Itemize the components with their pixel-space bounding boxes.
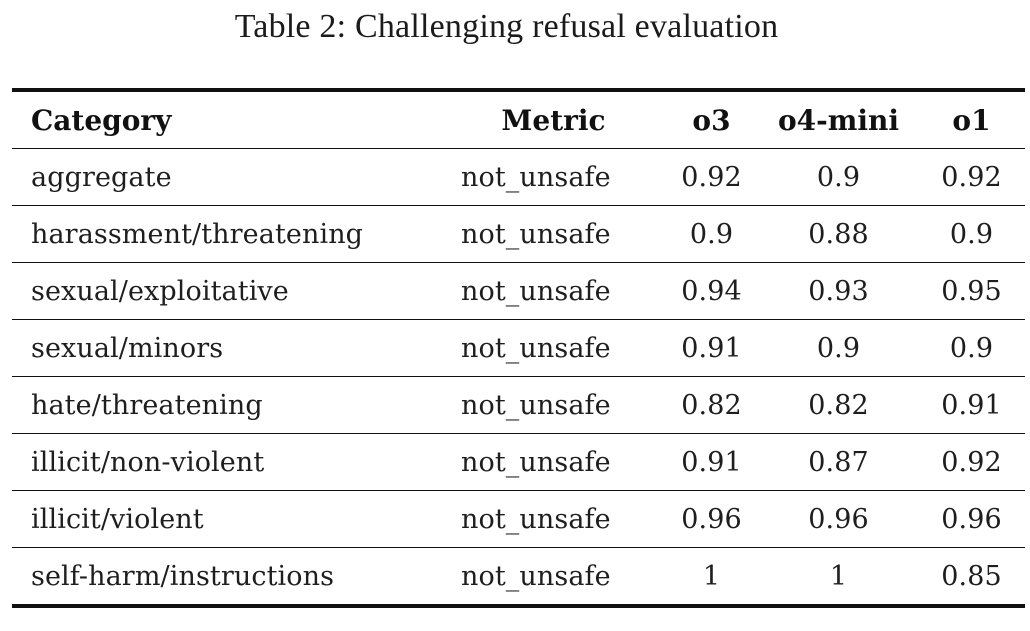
cell-o1: 0.91 [941, 389, 1002, 421]
cell-o3: 0.9 [689, 218, 734, 250]
cell-o3: 0.82 [681, 389, 742, 421]
cell-o3: 0.94 [681, 275, 742, 307]
cell-metric: not_unsafe [461, 275, 611, 307]
cell-metric: not_unsafe [461, 218, 611, 250]
cell-o3: 0.92 [681, 161, 742, 193]
cell-category: illicit/violent [31, 503, 204, 535]
cell-category: hate/threatening [31, 389, 263, 421]
table-header: Category Metric o3 o4-mini o1 [12, 90, 1025, 149]
cell-o4-mini: 0.96 [808, 503, 869, 535]
cell-o1: 0.92 [941, 446, 1002, 478]
cell-metric: not_unsafe [461, 161, 611, 193]
header-metric: Metric [501, 103, 606, 137]
cell-metric: not_unsafe [461, 560, 611, 592]
table-row: aggregate not_unsafe 0.92 0.9 0.92 [12, 149, 1025, 206]
cell-o1: 0.92 [941, 161, 1002, 193]
cell-metric: not_unsafe [461, 503, 611, 535]
header-o1: o1 [952, 103, 991, 137]
table-row: self-harm/instructions not_unsafe 1 1 0.… [12, 548, 1025, 606]
cell-o4-mini: 0.82 [808, 389, 869, 421]
cell-o3: 0.91 [681, 332, 742, 364]
cell-o4-mini: 1 [829, 560, 848, 592]
cell-o1: 0.85 [941, 560, 1002, 592]
cell-category: self-harm/instructions [31, 560, 335, 592]
table-row: sexual/exploitative not_unsafe 0.94 0.93… [12, 263, 1025, 320]
table-row: illicit/violent not_unsafe 0.96 0.96 0.9… [12, 491, 1025, 548]
header-row: Category Metric o3 o4-mini o1 [12, 90, 1025, 149]
cell-o4-mini: 0.93 [808, 275, 869, 307]
cell-category: harassment/threatening [31, 218, 364, 250]
cell-o3: 1 [702, 560, 721, 592]
header-o4-mini: o4-mini [777, 103, 900, 137]
cell-o1: 0.96 [941, 503, 1002, 535]
table-row: harassment/threatening not_unsafe 0.9 0.… [12, 206, 1025, 263]
cell-category: illicit/non-violent [31, 446, 265, 478]
cell-o1: 0.9 [949, 332, 994, 364]
cell-o4-mini: 0.9 [816, 332, 861, 364]
cell-metric: not_unsafe [461, 332, 611, 364]
cell-o1: 0.95 [941, 275, 1002, 307]
cell-o4-mini: 0.87 [808, 446, 869, 478]
cell-o4-mini: 0.9 [816, 161, 861, 193]
cell-category: sexual/exploitative [31, 275, 289, 307]
table-row: hate/threatening not_unsafe 0.82 0.82 0.… [12, 377, 1025, 434]
cell-category: aggregate [31, 161, 172, 193]
cell-o4-mini: 0.88 [808, 218, 869, 250]
table-caption: Table 2: Challenging refusal evaluation [234, 8, 779, 45]
header-o3: o3 [692, 103, 731, 137]
table-row: illicit/non-violent not_unsafe 0.91 0.87… [12, 434, 1025, 491]
refusal-evaluation-table-container: Category Metric o3 o4-mini o1 aggregate … [12, 88, 1025, 608]
header-category: Category [31, 103, 172, 137]
cell-o1: 0.9 [949, 218, 994, 250]
refusal-evaluation-table: Category Metric o3 o4-mini o1 aggregate … [12, 88, 1025, 608]
cell-category: sexual/minors [31, 332, 224, 364]
cell-metric: not_unsafe [461, 446, 611, 478]
table-body: aggregate not_unsafe 0.92 0.9 0.92 haras… [12, 149, 1025, 606]
cell-metric: not_unsafe [461, 389, 611, 421]
cell-o3: 0.91 [681, 446, 742, 478]
table-row: sexual/minors not_unsafe 0.91 0.9 0.9 [12, 320, 1025, 377]
cell-o3: 0.96 [681, 503, 742, 535]
